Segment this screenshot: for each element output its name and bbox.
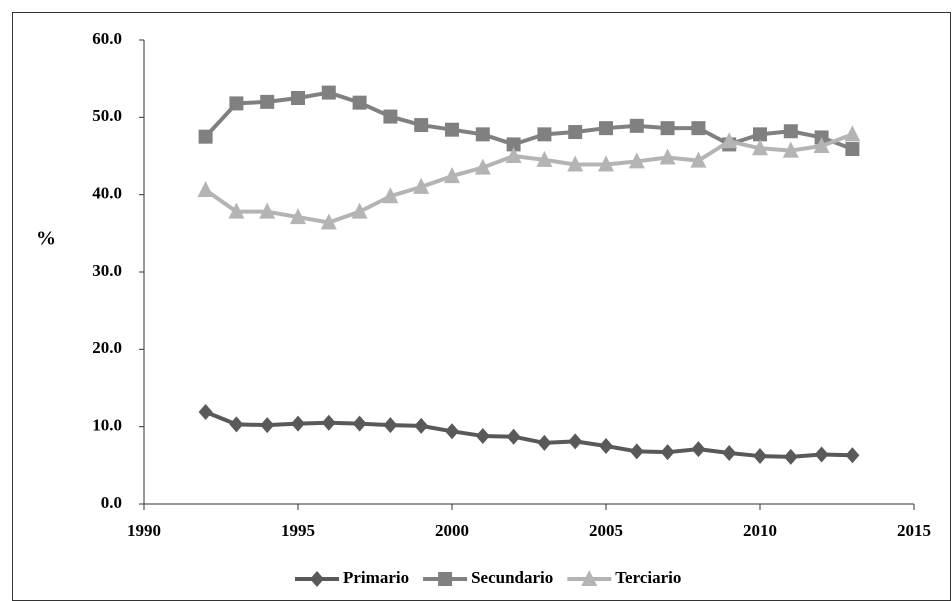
data-point: [352, 95, 367, 110]
y-tick-label: 10.0: [92, 416, 122, 435]
data-point: [291, 91, 305, 105]
y-tick-label: 40.0: [92, 184, 122, 203]
legend-label: Primario: [343, 568, 409, 587]
data-point: [783, 124, 798, 139]
y-tick-label: 50.0: [92, 106, 122, 125]
y-tick-label: 0.0: [101, 493, 122, 512]
data-point: [536, 150, 553, 167]
data-point: [660, 444, 675, 461]
x-tick-label: 2000: [435, 521, 469, 540]
data-point: [474, 158, 491, 175]
data-point: [567, 155, 584, 172]
data-point: [229, 416, 244, 433]
data-point: [198, 403, 213, 420]
data-point: [845, 447, 860, 464]
series-line: [204, 90, 854, 151]
data-point: [383, 109, 398, 124]
y-tick-label: 20.0: [92, 338, 122, 357]
data-point: [660, 121, 675, 136]
data-point: [506, 428, 521, 445]
data-point: [599, 438, 613, 454]
data-point: [568, 433, 583, 450]
data-point: [321, 414, 336, 431]
data-point: [782, 141, 799, 158]
data-point: [475, 427, 490, 444]
data-point: [383, 417, 398, 434]
data-point: [628, 152, 645, 169]
data-point: [351, 202, 368, 219]
data-point: [228, 202, 245, 219]
series-line: [204, 132, 854, 225]
x-tick-label: 1990: [127, 521, 161, 540]
data-point: [444, 167, 460, 184]
legend-marker: [581, 570, 598, 586]
data-point: [783, 448, 798, 465]
data-point: [382, 187, 399, 204]
x-tick-label: 2010: [743, 521, 777, 540]
data-point: [321, 85, 336, 100]
legend-label: Terciario: [615, 568, 681, 587]
legend-marker: [438, 572, 453, 586]
data-point: [290, 208, 306, 225]
data-point: [260, 94, 275, 109]
data-point: [844, 125, 861, 142]
legend-marker: [310, 571, 324, 587]
y-tick-label: 30.0: [92, 261, 122, 280]
data-point: [599, 121, 613, 136]
data-point: [260, 417, 275, 434]
data-point: [752, 139, 768, 156]
data-point: [691, 441, 706, 458]
data-point: [475, 127, 490, 142]
data-point: [229, 96, 244, 111]
data-point: [629, 118, 644, 133]
x-tick-label: 2015: [897, 521, 931, 540]
data-point: [814, 446, 829, 463]
data-point: [629, 443, 644, 460]
x-tick-label: 2005: [589, 521, 623, 540]
data-point: [445, 423, 459, 440]
data-point: [259, 202, 276, 219]
data-point: [414, 118, 429, 133]
y-tick-label: 60.0: [92, 29, 122, 48]
data-point: [413, 177, 430, 194]
data-point: [537, 434, 552, 451]
data-point: [198, 129, 213, 144]
data-point: [352, 415, 367, 432]
data-point: [753, 448, 767, 465]
data-point: [659, 148, 676, 165]
data-point: [753, 127, 767, 142]
chart-border: [12, 12, 951, 601]
data-point: [505, 147, 522, 163]
legend-label: Secundario: [471, 568, 553, 587]
data-point: [721, 132, 738, 149]
data-point: [197, 181, 214, 198]
x-tick-label: 1995: [281, 521, 315, 540]
data-point: [414, 417, 429, 434]
data-point: [506, 137, 521, 152]
data-point: [537, 127, 552, 142]
data-point: [845, 142, 860, 157]
data-point: [691, 121, 706, 136]
series-line: [204, 410, 853, 459]
data-point: [445, 122, 459, 137]
y-axis-label: %: [36, 228, 56, 250]
data-point: [813, 136, 830, 153]
data-point: [722, 444, 737, 461]
data-point: [568, 125, 583, 140]
data-point: [291, 415, 305, 432]
data-point: [598, 155, 614, 172]
data-point: [320, 213, 337, 230]
data-point: [690, 151, 707, 168]
